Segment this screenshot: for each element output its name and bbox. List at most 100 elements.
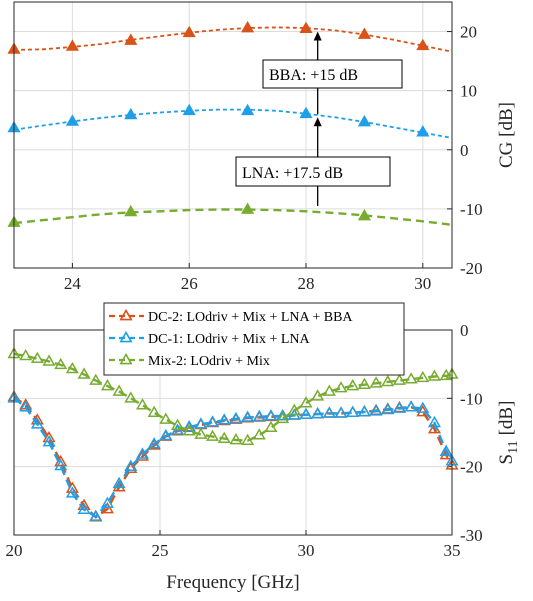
data-point-dc1 <box>19 400 33 412</box>
data-point-dc1 <box>135 447 150 459</box>
annotation-box <box>262 59 403 89</box>
y-tick-label: 0 <box>460 321 469 340</box>
data-point-dc1 <box>427 415 442 428</box>
data-point-mix2 <box>241 433 255 446</box>
data-point-mix2 <box>112 384 126 396</box>
data-point-dc1 <box>334 406 348 418</box>
data-point-dc1 <box>311 407 325 419</box>
data-point-dc1 <box>357 404 371 417</box>
data-point-mix2 <box>30 351 44 364</box>
data-point-mix2 <box>206 429 220 441</box>
data-point-mix2 <box>194 427 208 439</box>
data-point-dc1 <box>276 409 290 421</box>
y-tick-label: -20 <box>460 458 483 477</box>
s11-ylabel-unit: [dB] <box>496 401 517 436</box>
data-point-mix2 <box>124 391 138 403</box>
series-dc1 <box>7 103 453 139</box>
data-point-mix2 <box>322 384 336 396</box>
data-point-dc1 <box>65 486 79 498</box>
data-point-dc1 <box>381 402 395 415</box>
x-tick-label: 25 <box>152 541 169 560</box>
data-point-mix2 <box>264 420 278 433</box>
x-tick-label: 20 <box>6 541 23 560</box>
data-point-mix2 <box>65 361 79 374</box>
data-point-dc1 <box>241 410 255 422</box>
data-point-dc1 <box>54 458 68 471</box>
x-tick-label: 30 <box>298 541 315 560</box>
data-point-mix2 <box>89 373 103 385</box>
series-line-mix2 <box>13 208 453 226</box>
series-line-dc1 <box>13 397 454 519</box>
data-point-mix2 <box>170 418 185 430</box>
data-point-mix2 <box>135 398 150 410</box>
data-point-mix2 <box>252 428 266 440</box>
data-point-dc1 <box>65 114 79 126</box>
data-point-dc1 <box>124 107 138 120</box>
s11-plot: 20 25 30 35-30 -20 -10 0 Frequency [GHz] S11 [d… <box>6 302 521 593</box>
data-point-dc1 <box>147 437 161 449</box>
data-point-dc1 <box>404 400 418 412</box>
data-point-mix2 <box>369 376 383 388</box>
data-point-dc1 <box>229 411 243 424</box>
data-point-mix2 <box>276 411 290 424</box>
legend-item-mix2: Mix-2: LOdriv + Mix <box>109 352 270 369</box>
data-point-dc1 <box>206 415 220 427</box>
series-line-dc2 <box>13 26 453 53</box>
data-point-dc1 <box>252 409 266 422</box>
s11-series-group <box>7 346 459 522</box>
cg-series-group <box>7 21 453 227</box>
cg-tick-labels: 24 26 28 30 -20 -10 0 10 20 <box>64 23 483 293</box>
data-point-dc1 <box>112 476 126 489</box>
data-point-mix2 <box>311 389 325 401</box>
data-point-mix2 <box>381 374 395 387</box>
data-point-dc2 <box>357 27 371 39</box>
data-point-mix2 <box>392 373 406 385</box>
data-point-mix2 <box>42 354 56 366</box>
legend-label: Mix-2: LOdriv + Mix <box>148 354 270 369</box>
legend-label: DC-1: LOdriv + Mix + LNA <box>148 332 311 347</box>
data-point-dc1 <box>241 103 255 116</box>
series-mix2 <box>7 202 453 227</box>
y-tick-label: 0 <box>460 141 469 160</box>
data-point-dc1 <box>416 125 430 137</box>
series-mix2 <box>7 346 459 446</box>
data-point-dc1 <box>357 114 371 127</box>
legend-box <box>103 302 405 376</box>
x-tick-label: 35 <box>444 541 461 560</box>
series-dc2 <box>7 389 459 522</box>
data-point-mix2 <box>241 202 255 214</box>
data-point-mix2 <box>357 377 371 389</box>
data-point-dc1 <box>322 406 336 418</box>
x-tick-label: 26 <box>181 274 198 293</box>
data-point-mix2 <box>416 370 430 383</box>
data-point-dc1 <box>42 435 56 447</box>
annotation-text: LNA: +17.5 dB <box>242 165 343 182</box>
data-point-mix2 <box>427 369 442 381</box>
s11-y-axis-label: S11 [dB] <box>496 401 521 465</box>
x-tick-label: 30 <box>414 274 431 293</box>
legend-item-dc2: DC-2: LOdriv + Mix + LNA + BBA <box>109 308 353 325</box>
series-dc1 <box>7 391 459 521</box>
data-point-dc1 <box>416 401 430 413</box>
cg-plot-frame <box>13 1 453 269</box>
data-point-dc1 <box>346 405 360 418</box>
data-point-dc2 <box>65 39 79 51</box>
annotation-box <box>235 156 391 187</box>
data-point-mix2 <box>77 367 91 379</box>
data-point-dc2 <box>416 38 430 51</box>
data-point-mix2 <box>229 433 243 445</box>
cg-y-axis-label: CG [dB] <box>496 102 517 168</box>
s11-tick-labels: 20 25 30 35-30 -20 -10 0 <box>6 321 483 560</box>
data-point-mix2 <box>357 208 371 221</box>
x-tick-label: 24 <box>64 274 82 293</box>
series-dc2 <box>7 21 453 54</box>
data-point-mix2 <box>124 204 138 217</box>
y-tick-label: 10 <box>460 82 477 101</box>
data-point-mix2 <box>217 431 231 443</box>
data-point-dc1 <box>100 496 114 508</box>
legend-item-dc1: DC-1: LOdriv + Mix + LNA <box>109 330 311 347</box>
data-point-dc1 <box>217 413 231 425</box>
data-point-mix2 <box>404 372 418 384</box>
legend-swatch-marker <box>119 330 133 343</box>
series-line-dc1 <box>13 108 453 139</box>
